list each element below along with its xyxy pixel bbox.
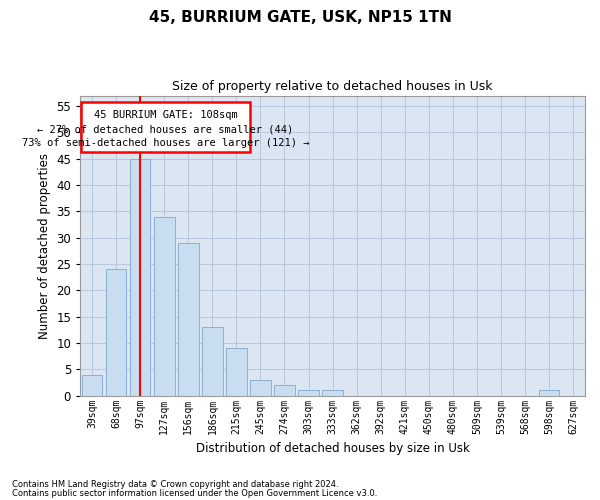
Y-axis label: Number of detached properties: Number of detached properties — [38, 152, 50, 338]
Bar — [82, 102, 250, 152]
Bar — [130, 158, 151, 396]
Text: 73% of semi-detached houses are larger (121) →: 73% of semi-detached houses are larger (… — [22, 138, 309, 148]
Text: Contains public sector information licensed under the Open Government Licence v3: Contains public sector information licen… — [12, 489, 377, 498]
Title: Size of property relative to detached houses in Usk: Size of property relative to detached ho… — [172, 80, 493, 93]
Text: 45 BURRIUM GATE: 108sqm: 45 BURRIUM GATE: 108sqm — [94, 110, 238, 120]
Bar — [202, 327, 223, 396]
Bar — [274, 385, 295, 396]
Text: 45, BURRIUM GATE, USK, NP15 1TN: 45, BURRIUM GATE, USK, NP15 1TN — [149, 10, 451, 25]
Text: ← 27% of detached houses are smaller (44): ← 27% of detached houses are smaller (44… — [37, 124, 293, 134]
Bar — [178, 243, 199, 396]
Bar — [154, 216, 175, 396]
Bar — [106, 270, 127, 396]
Text: Contains HM Land Registry data © Crown copyright and database right 2024.: Contains HM Land Registry data © Crown c… — [12, 480, 338, 489]
X-axis label: Distribution of detached houses by size in Usk: Distribution of detached houses by size … — [196, 442, 470, 455]
Bar — [539, 390, 559, 396]
Bar — [226, 348, 247, 396]
Bar — [82, 374, 103, 396]
Bar — [250, 380, 271, 396]
Bar — [298, 390, 319, 396]
Bar — [322, 390, 343, 396]
